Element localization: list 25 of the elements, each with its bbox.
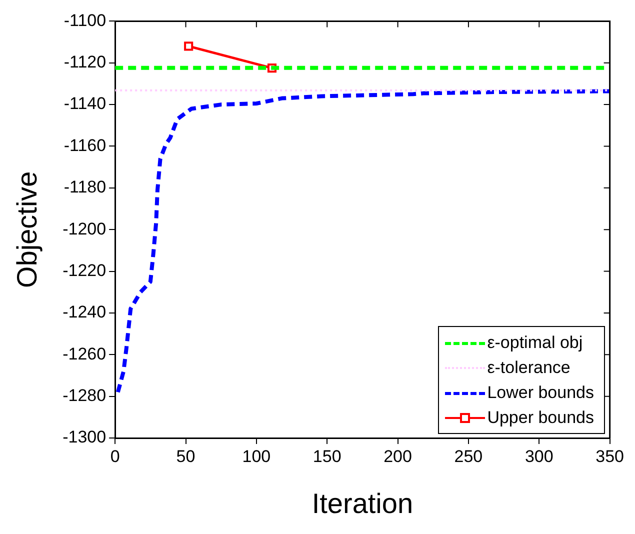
legend-label: Upper bounds <box>487 407 594 429</box>
y-tick-label: -1300 <box>62 428 106 447</box>
x-tick-label: 250 <box>454 446 483 466</box>
legend-label: ε-tolerance <box>487 357 570 379</box>
y-tick-label: -1100 <box>64 10 106 30</box>
legend-label: ε-optimal obj <box>487 332 583 354</box>
x-tick-label: 150 <box>312 446 342 466</box>
x-tick-label: 100 <box>242 446 271 466</box>
x-tick-label: 300 <box>524 446 554 466</box>
y-axis-title: Objective <box>12 171 43 288</box>
y-tick-label: -1180 <box>64 178 106 197</box>
x-tick-label: 50 <box>176 446 196 466</box>
x-axis-title: Iteration <box>312 488 414 519</box>
y-tick-label: -1220 <box>62 260 106 280</box>
y-tick-label: -1160 <box>64 136 106 155</box>
x-tick-label: 350 <box>596 446 624 466</box>
x-tick-label: 200 <box>384 446 412 466</box>
y-tick-label: -1120 <box>64 52 106 72</box>
y-tick-label: -1200 <box>62 219 106 238</box>
y-tick-label: -1260 <box>62 344 106 364</box>
x-tick-label: 0 <box>110 446 120 466</box>
y-tick-label: -1140 <box>64 94 106 114</box>
y-tick-label: -1240 <box>62 302 106 322</box>
y-tick-label: -1280 <box>62 386 106 406</box>
legend-label: Lower bounds <box>487 382 594 404</box>
